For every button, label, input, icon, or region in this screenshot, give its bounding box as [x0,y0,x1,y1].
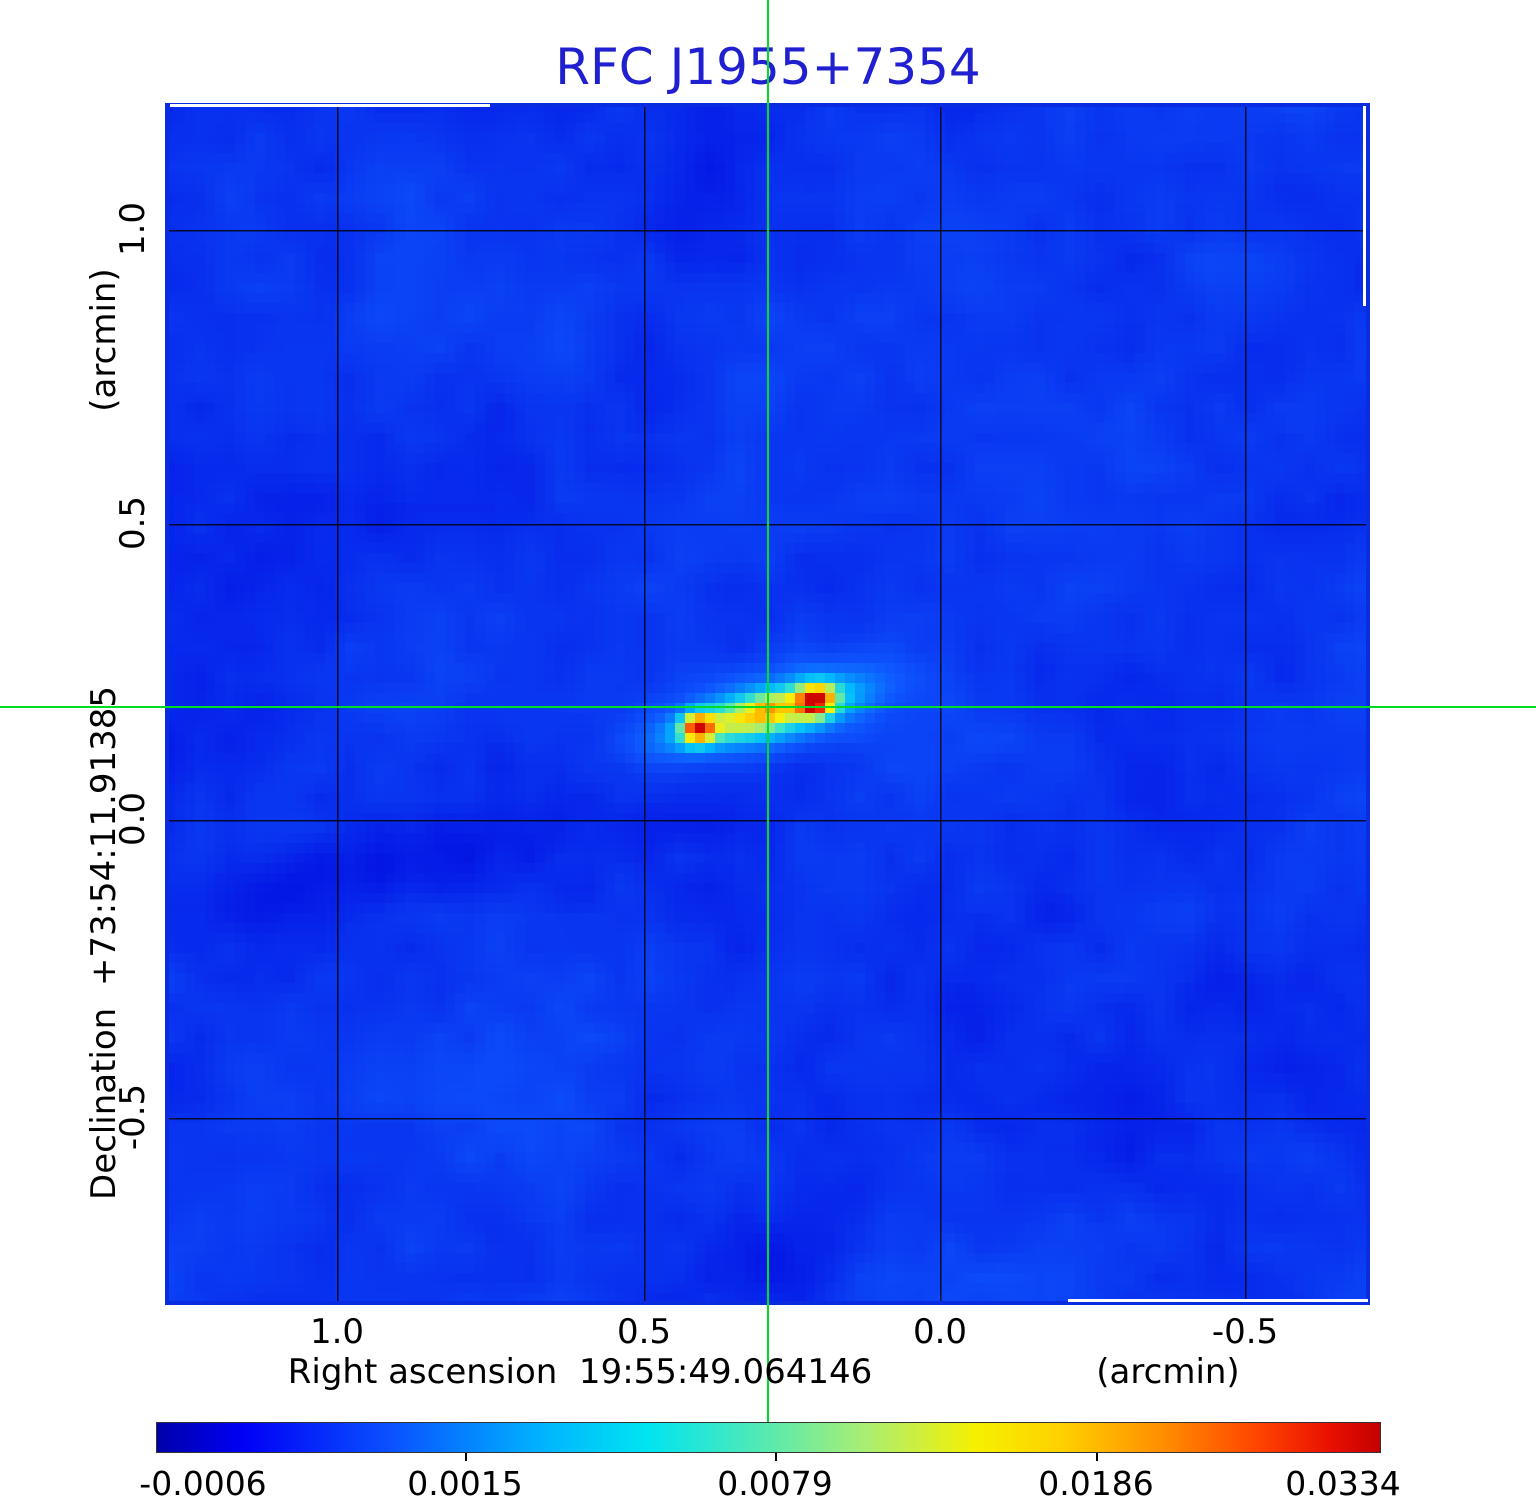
y-tick-0.5: 0.5 [113,495,153,551]
colorbar-label-2: 0.0079 [717,1464,833,1503]
colorbar-tick [1096,1453,1098,1461]
crosshair-vertical-line [767,0,769,1423]
y-tick-neg0.5: -0.5 [113,1083,153,1151]
colorbar-label-4: 0.0334 [1285,1464,1401,1503]
colorbar-label-1: 0.0015 [407,1464,523,1503]
colorbar-tick [465,1453,467,1461]
colorbar-tick [775,1453,777,1461]
x-tick-neg0.5: -0.5 [1211,1312,1279,1352]
x-tick-0.5: 0.5 [616,1312,672,1352]
colorbar-label-0: -0.0006 [139,1464,267,1503]
plot-title: RFC J1955+7354 [555,38,981,96]
map-edge-artifact-top [170,104,490,107]
y-tick-0.0: 0.0 [113,791,153,847]
colorbar-label-3: 0.0186 [1038,1464,1154,1503]
y-axis-unit-label: (arcmin) [84,268,124,412]
x-tick-0.0: 0.0 [912,1312,968,1352]
map-edge-artifact-bottom [1068,1299,1368,1302]
x-axis-title: Right ascension 19:55:49.064146 [287,1352,873,1392]
map-edge-artifact-right [1363,106,1366,306]
colorbar-gradient [156,1422,1381,1453]
x-tick-1.0: 1.0 [309,1312,365,1352]
y-tick-1.0: 1.0 [113,201,153,257]
crosshair-horizontal-line [0,706,1536,708]
x-axis-unit-label: (arcmin) [1096,1352,1240,1392]
